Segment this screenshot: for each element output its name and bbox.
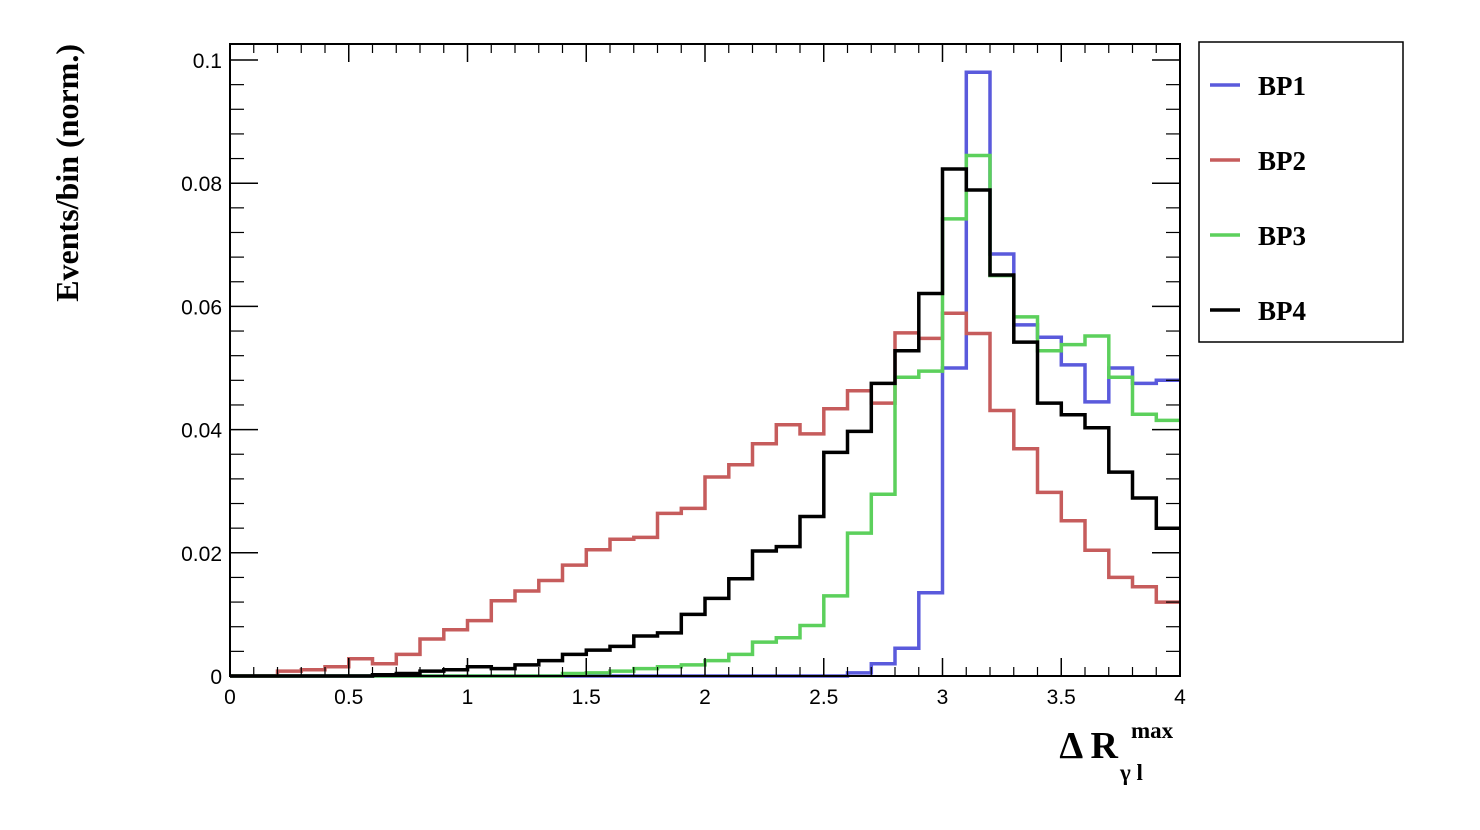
axis-ticks: 0 0.5 1 1.5 2 2.5 3 3.5 4 0 0.02 0.04 0.06 0.08 0.1 (181, 44, 1186, 709)
legend-label-bp2: BP2 (1258, 146, 1306, 176)
y-tick-label: 0.08 (181, 173, 222, 196)
legend: BP1 BP2 BP3 BP4 (1198, 41, 1404, 343)
y-tick-label: 0.02 (181, 543, 222, 566)
series-bp4-line (230, 167, 1180, 678)
legend-label-bp3: BP3 (1258, 221, 1306, 251)
series-bp2-line (230, 311, 1180, 678)
legend-label-bp1: BP1 (1258, 71, 1306, 101)
x-tick-label: 0 (224, 686, 236, 709)
legend-box (1198, 41, 1404, 343)
x-tick-label: 2 (699, 686, 711, 709)
x-tick-label: 3.5 (1047, 686, 1076, 709)
x-tick-label: 4 (1174, 686, 1186, 709)
y-axis-title: Events/bin (norm.) (49, 44, 85, 302)
x-tick-label: 2.5 (809, 686, 838, 709)
series-layer (230, 70, 1180, 678)
y-tick-label: 0 (210, 666, 222, 689)
x-tick-label: 1.5 (572, 686, 601, 709)
legend-label-bp4: BP4 (1258, 296, 1306, 326)
x-tick-label: 1 (462, 686, 474, 709)
y-tick-label: 0.1 (193, 50, 222, 73)
x-axis-title-main: Δ R (1059, 725, 1118, 767)
x-axis-title-subscript: γ l (1119, 760, 1143, 785)
y-tick-label: 0.04 (181, 420, 222, 443)
x-axis-title: Δ R γ l max (1059, 718, 1173, 785)
x-tick-label: 3 (937, 686, 949, 709)
x-tick-label: 0.5 (334, 686, 363, 709)
y-tick-label: 0.06 (181, 296, 222, 319)
x-axis-title-superscript: max (1131, 718, 1174, 743)
legend-items: BP1 BP2 BP3 BP4 (1210, 71, 1306, 326)
